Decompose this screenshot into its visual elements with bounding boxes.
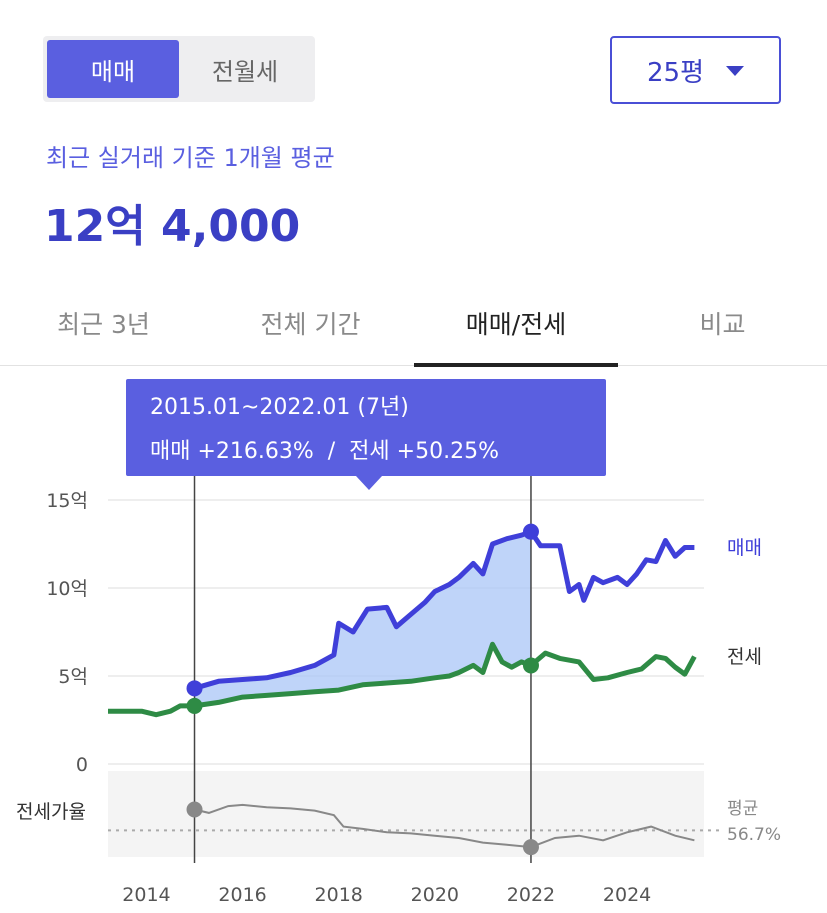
tab-compare[interactable]: 비교 (699, 310, 746, 339)
range-tooltip: 2015.01~2022.01 (7년) 매매 +216.63% / 전세 +5… (126, 379, 606, 490)
tooltip-box (126, 379, 606, 476)
period-tabs: 최근 3년 전체 기간 매매/전세 비교 (0, 280, 827, 367)
ratio-average-label: 평균 (727, 799, 758, 819)
tooltip-period: 2015.01~2022.01 (7년) (150, 395, 409, 420)
tab-all-period[interactable]: 전체 기간 (260, 310, 361, 339)
marker-jeonse-end (522, 657, 539, 674)
ratio-average-value: 56.7% (727, 825, 781, 845)
price-basis-label: 최근 실거래 기준 1개월 평균 (46, 144, 335, 172)
area-select-value: 25평 (646, 57, 704, 88)
series-line-ratio (194, 803, 695, 849)
marker-sale-end (522, 523, 539, 540)
x-tick-label: 2024 (603, 884, 651, 906)
marker-ratio-start (186, 801, 203, 818)
legend-sale: 매매 (727, 537, 762, 559)
x-tick-label: 2018 (315, 884, 363, 906)
y-tick-label: 10억 (46, 578, 88, 600)
marker-jeonse-start (186, 697, 203, 714)
y-tick-label: 15억 (46, 490, 88, 512)
ratio-label: 전세가율 (16, 801, 86, 823)
toggle-option-rent[interactable]: 전월세 (211, 57, 279, 86)
marker-sale-start (186, 680, 203, 697)
area-select[interactable]: 25평 (610, 36, 781, 104)
x-tick-label: 2016 (218, 884, 266, 906)
tooltip-pointer (356, 476, 382, 490)
marker-ratio-end (522, 839, 539, 856)
tab-sale-jeonse[interactable]: 매매/전세 (414, 280, 618, 367)
x-tick-label: 2014 (122, 884, 170, 906)
x-tick-label: 2020 (411, 884, 459, 906)
tooltip-detail: 매매 +216.63% / 전세 +50.25% (150, 439, 499, 464)
y-tick-label: 5억 (58, 666, 88, 688)
price-chart[interactable]: 0 5억 10억 15억 2014 2016 2018 2020 2022 2024 매매 전세… (0, 366, 827, 913)
x-tick-label: 2022 (507, 884, 555, 906)
average-price: 12억 4,000 (44, 201, 301, 252)
tab-recent-3y[interactable]: 최근 3년 (57, 310, 150, 339)
ratio-panel (108, 771, 704, 857)
trade-type-toggle: 매매 전월세 (43, 36, 315, 102)
toggle-option-sale[interactable]: 매매 (47, 40, 179, 98)
series-line-sale (193, 529, 695, 691)
y-tick-label: 0 (76, 754, 88, 776)
legend-jeonse: 전세 (727, 646, 762, 668)
caret-down-icon (726, 66, 744, 76)
